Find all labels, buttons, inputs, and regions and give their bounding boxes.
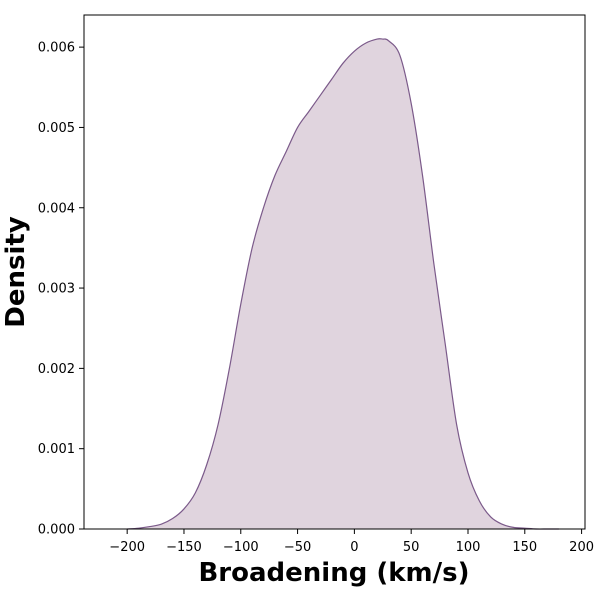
x-tick-label: −200 — [109, 540, 145, 555]
y-tick-label: 0.000 — [38, 523, 75, 538]
y-axis-title: Density — [1, 216, 31, 328]
y-tick-label: 0.004 — [38, 201, 75, 216]
x-axis-title: Broadening (km/s) — [198, 558, 469, 588]
plot-frame — [83, 14, 586, 530]
x-tick-label: 200 — [569, 540, 594, 555]
density-area-fill — [127, 38, 559, 530]
y-tick-label: 0.005 — [38, 121, 75, 136]
x-axis-ticks: −200 −150 −100 −50 0 50 100 150 200 — [109, 529, 594, 555]
x-tick-label: 50 — [403, 540, 420, 555]
y-tick-label: 0.002 — [38, 362, 75, 377]
x-tick-label: −100 — [223, 540, 259, 555]
x-tick-label: −150 — [166, 540, 202, 555]
y-tick-label: 0.001 — [38, 442, 75, 457]
x-tick-label: 0 — [350, 540, 358, 555]
x-tick-label: 100 — [456, 540, 481, 555]
density-curve-line — [127, 38, 559, 530]
x-tick-label: −50 — [284, 540, 311, 555]
y-tick-label: 0.003 — [38, 282, 75, 297]
y-axis-ticks: 0.000 0.001 0.002 0.003 0.004 0.005 0.006 — [38, 41, 84, 538]
x-tick-label: 150 — [512, 540, 537, 555]
y-tick-label: 0.006 — [38, 41, 75, 56]
series-layer — [127, 38, 559, 530]
